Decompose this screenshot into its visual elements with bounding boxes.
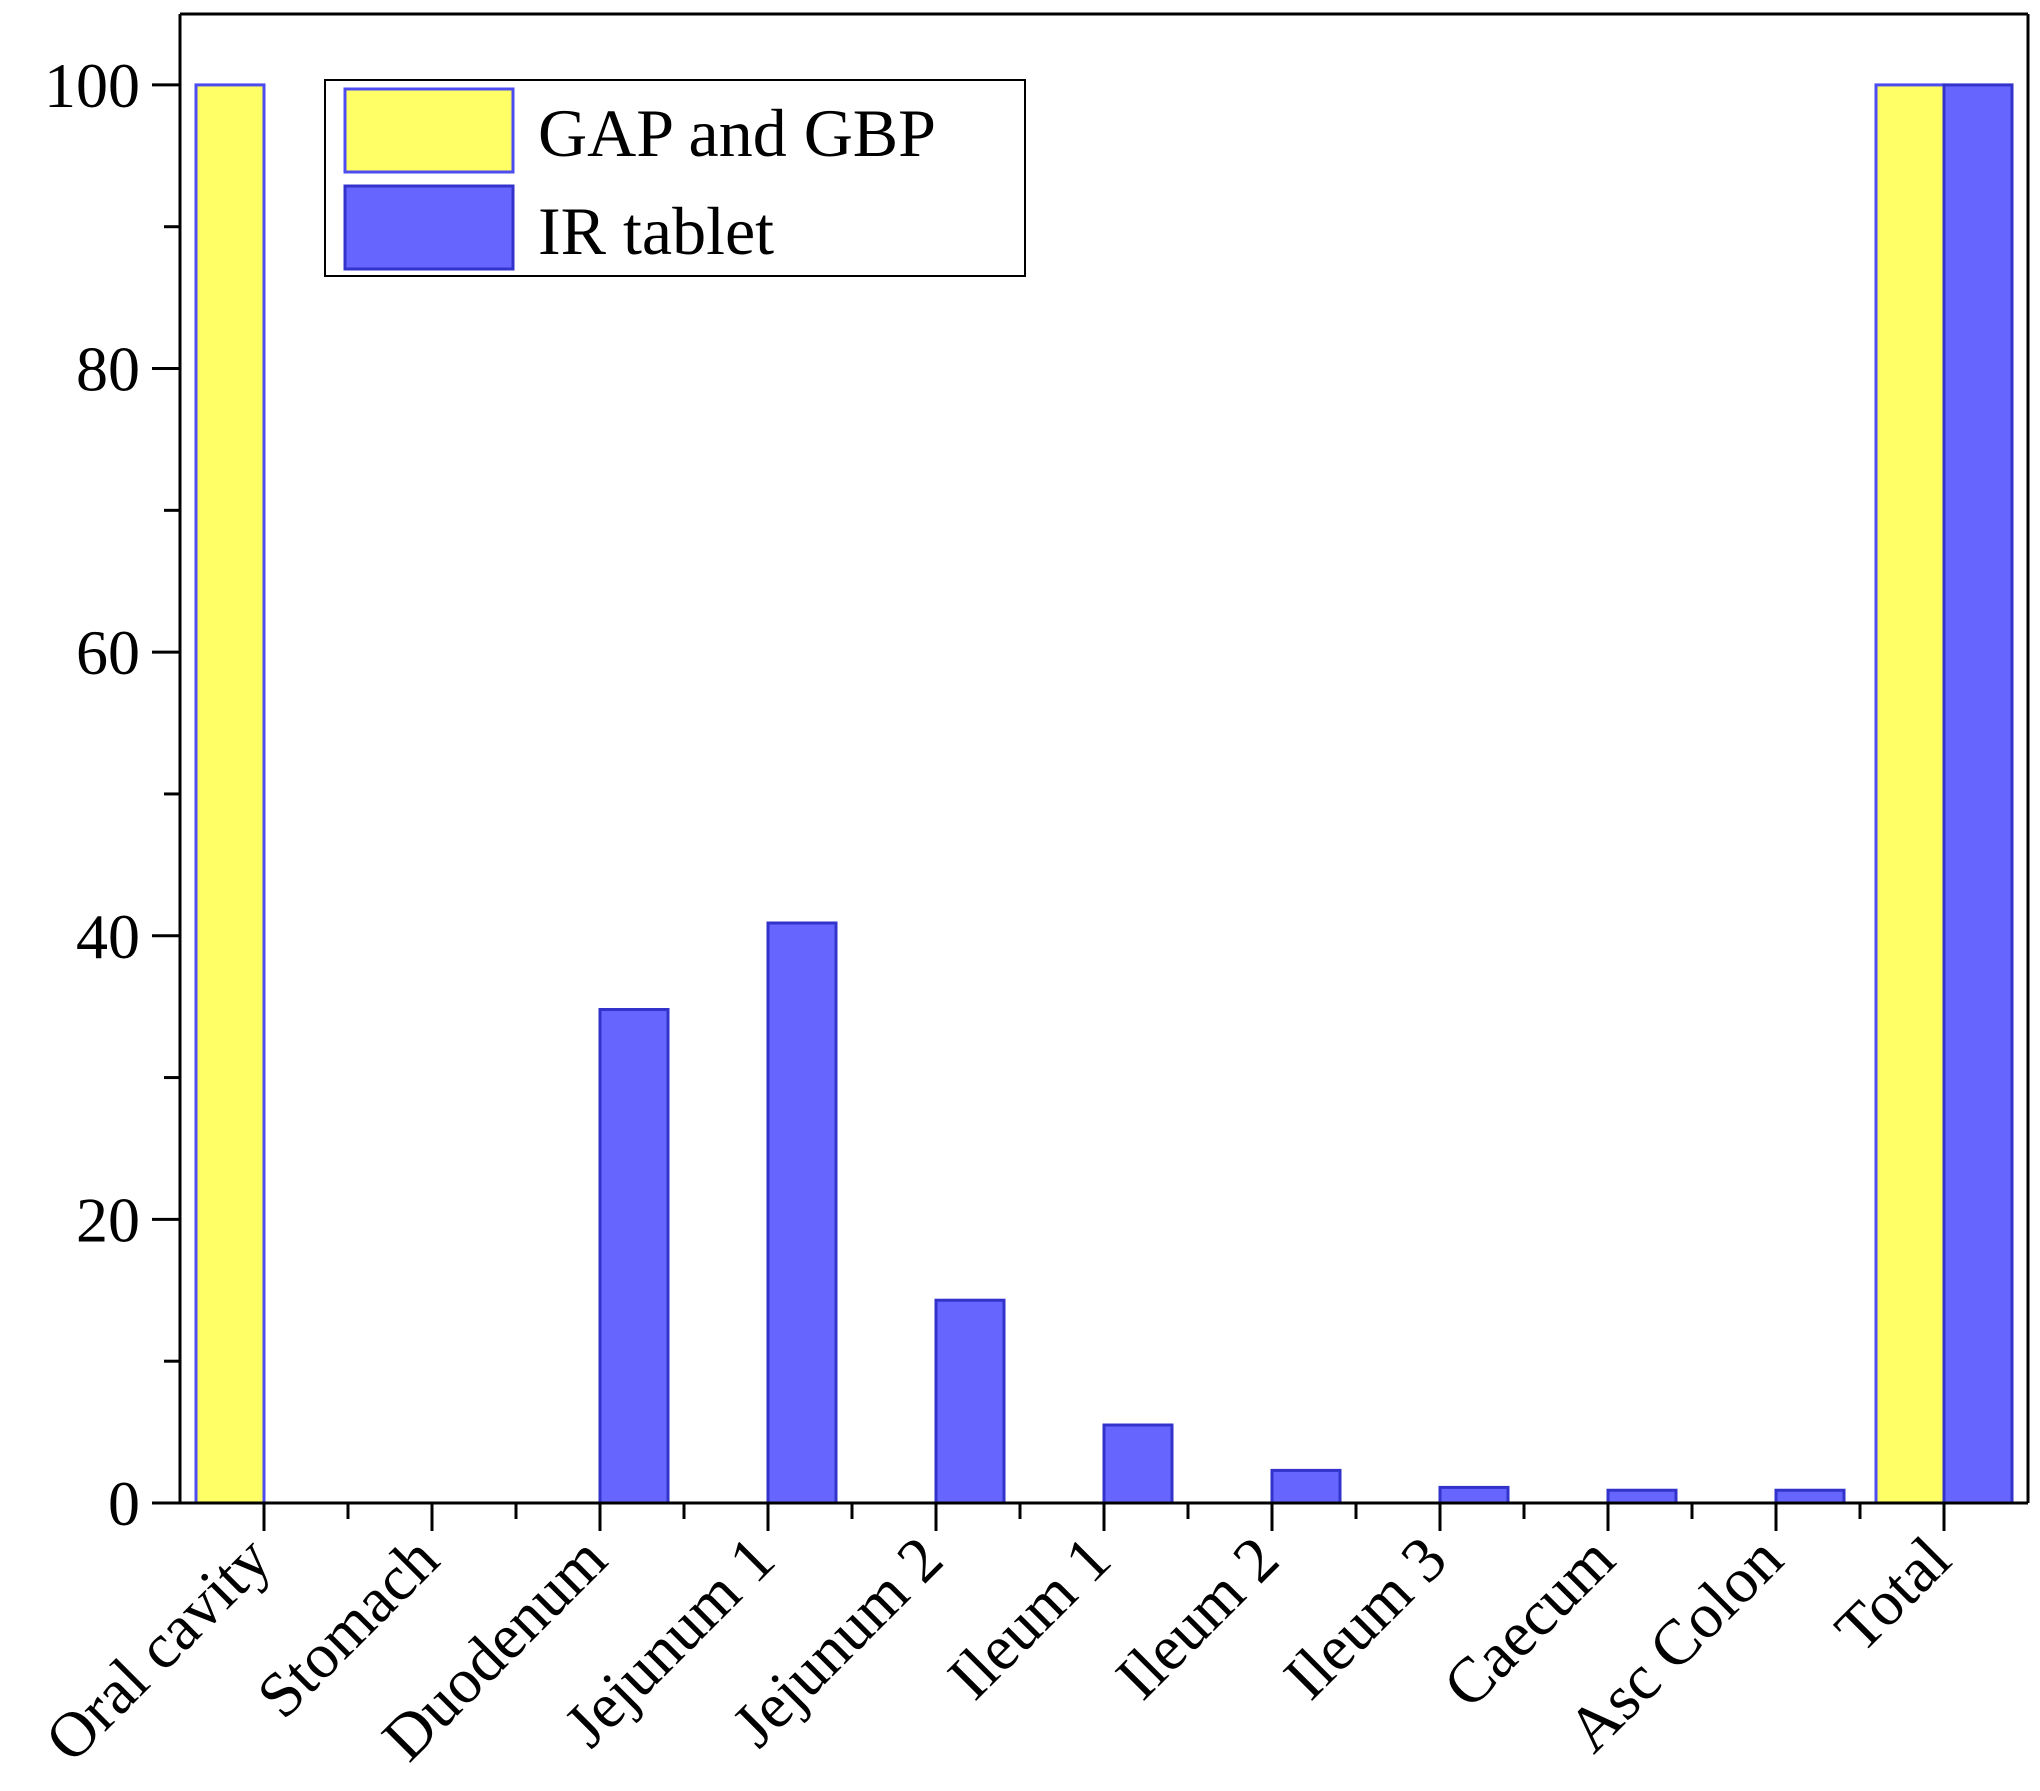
x-category-label-total: Total [1821, 1523, 1964, 1666]
bar-gap-gbp-oral-cavity [194, 83, 266, 1505]
bar-ir-tablet-total [1942, 83, 2014, 1505]
y-tick-label: 100 [44, 50, 140, 121]
bar-ir-tablet-ileum-1 [1102, 1423, 1174, 1505]
bar-ir-tablet-jejunum-1 [766, 921, 838, 1505]
bar-ir-tablet-asc-colon [1774, 1488, 1846, 1505]
bar-ir-tablet-jejunum-2 [934, 1298, 1006, 1505]
legend: GAP and GBP IR tablet [324, 79, 1026, 277]
legend-label-gap-gbp: GAP and GBP [538, 95, 936, 171]
y-tick-label: 80 [76, 334, 140, 405]
legend-label-ir-tablet: IR tablet [538, 193, 774, 269]
x-category-label-ileum-2: Ileum 2 [1102, 1523, 1292, 1713]
y-tick-label: 40 [76, 901, 140, 972]
legend-swatch-gap-gbp [343, 87, 515, 174]
y-tick-label: 0 [108, 1468, 140, 1539]
y-tick-label: 20 [76, 1184, 140, 1255]
axes-layer [178, 12, 2030, 1505]
bar-ir-tablet-ileum-2 [1270, 1468, 1342, 1505]
bar-ir-tablet-ileum-3 [1438, 1485, 1510, 1505]
legend-swatch-ir-tablet [343, 184, 515, 271]
x-category-label-ileum-3: Ileum 3 [1270, 1523, 1460, 1713]
ticks-layer: 0 20 40 60 80 100 [44, 50, 1946, 1539]
y-tick-label: 60 [76, 617, 140, 688]
bar-gap-gbp-total [1874, 83, 1946, 1505]
bars-layer [194, 83, 2014, 1505]
x-category-label-ileum-1: Ileum 1 [934, 1523, 1124, 1713]
bar-ir-tablet-duodenum [598, 1008, 670, 1505]
bar-ir-tablet-caecum [1606, 1488, 1678, 1505]
x-category-label-oral-cavity: Oral cavity [31, 1523, 284, 1776]
